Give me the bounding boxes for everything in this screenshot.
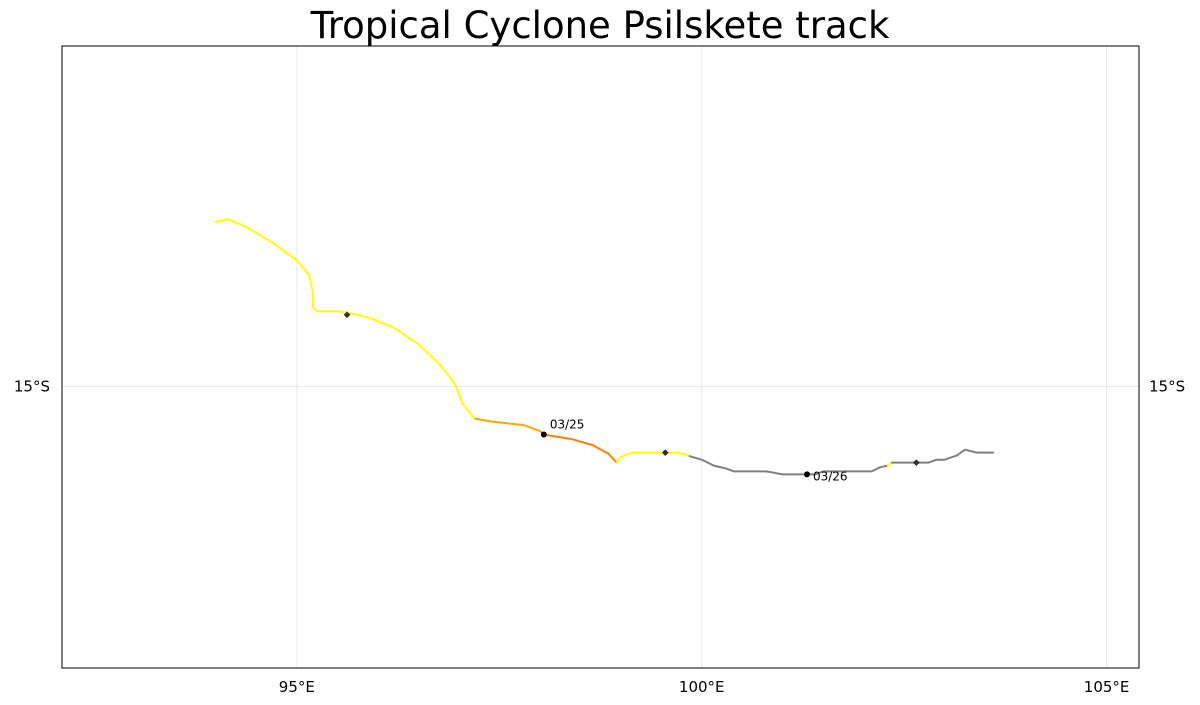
- six-hourly-position-diamond: [912, 459, 920, 466]
- map-title: Tropical Cyclone Psilskete track: [310, 4, 890, 47]
- track-segment-gray: [688, 455, 889, 476]
- longitude-tick-label: 105°E: [1084, 678, 1130, 696]
- daily-position-dot: [540, 431, 547, 438]
- track-segment-gray: [891, 448, 995, 464]
- six-hourly-position-diamond: [343, 311, 351, 319]
- date-label: 03/25: [550, 417, 585, 431]
- track-segment-yellow: [214, 218, 476, 420]
- map-frame: [61, 45, 1140, 669]
- track-markers: 03/25 03/26: [343, 311, 920, 483]
- longitude-tick-label: 100°E: [679, 678, 725, 696]
- longitude-tick-label: 95°E: [279, 678, 315, 696]
- date-label: 03/26: [813, 469, 848, 483]
- cyclone-track: [214, 218, 995, 476]
- latitude-tick-label-right: 15°S: [1149, 377, 1185, 395]
- axis-labels: 95°E 100°E 105°E 15°S 15°S: [14, 377, 1185, 696]
- track-segment-orange-dark: [542, 433, 618, 464]
- daily-position-dot: [803, 471, 810, 478]
- six-hourly-position-diamond: [661, 449, 669, 457]
- track-segment-yellow: [615, 451, 691, 464]
- latitude-tick-label-left: 15°S: [14, 377, 50, 395]
- track-segment-orange-light: [474, 417, 545, 436]
- grid-lines: [62, 46, 1139, 668]
